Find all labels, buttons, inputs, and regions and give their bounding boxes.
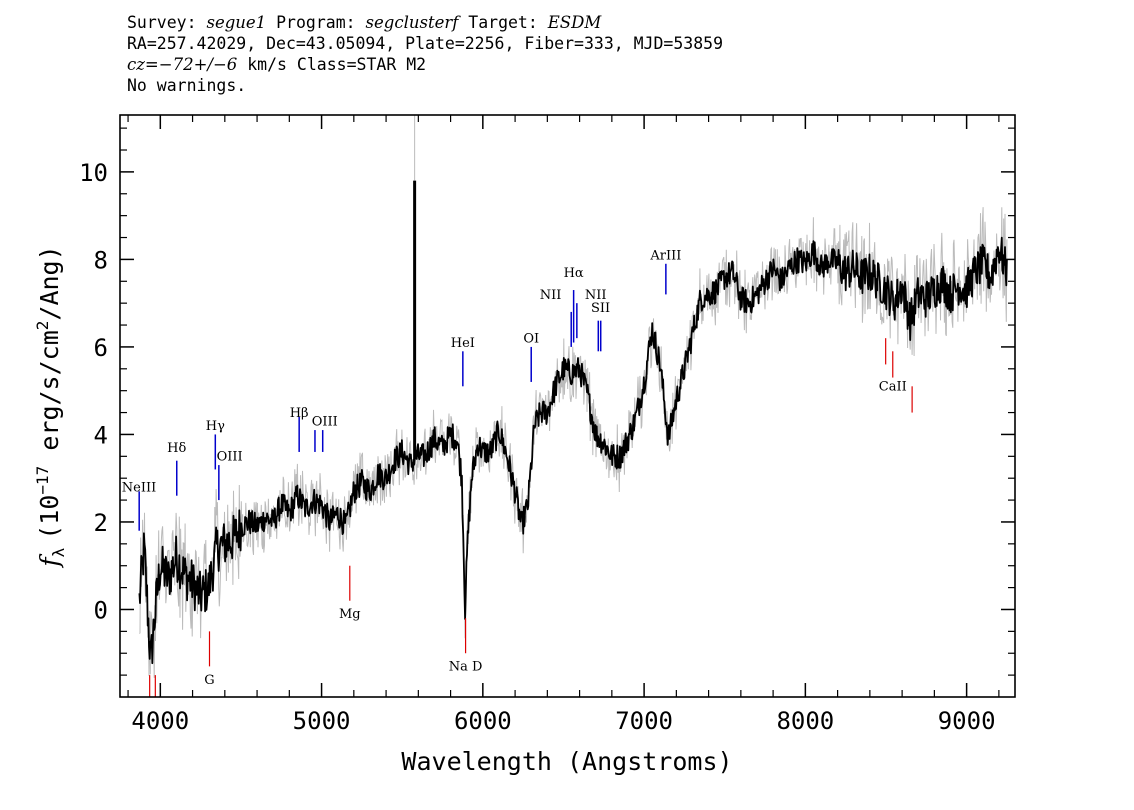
y-axis-title-part-c: /Ang): [35, 245, 64, 320]
absorption-line-label: Mg: [339, 607, 361, 622]
x-tick-label: 7000: [615, 707, 673, 735]
emission-line-label: NII: [540, 288, 562, 303]
y-tick-label: 2: [94, 509, 108, 537]
emission-line-label: HeI: [451, 336, 475, 351]
x-tick-label: 5000: [293, 707, 351, 735]
x-tick-label: 4000: [131, 707, 189, 735]
emission-line-label: OIII: [312, 415, 338, 430]
y-axis-title-part-a: (10: [35, 495, 64, 540]
y-tick-label: 0: [94, 596, 108, 624]
absorption-line-label: G: [204, 673, 214, 688]
x-tick-label: 8000: [776, 707, 834, 735]
emission-line-label: NeIII: [122, 480, 156, 495]
emission-line-label: OIII: [217, 450, 243, 465]
emission-line-label: Hα: [564, 266, 584, 281]
target-label: Target:: [468, 13, 538, 32]
axis-ticks: 4000 5000 6000 7000 8000 9000 0 2 4 6 8 10: [79, 115, 1015, 735]
absorption-line-label: Na D: [449, 660, 483, 675]
error-band: [139, 115, 1008, 678]
emission-line-label: Hδ: [167, 441, 186, 456]
cz-value: cz=−72+/−6: [127, 55, 238, 74]
y-axis-title: fλ (10−17 erg/s/cm2/Ang): [33, 245, 68, 568]
header-line-survey: Survey: segue1 Program: segclusterf Targ…: [127, 12, 723, 33]
y-axis-title-exponent-2: 2: [33, 321, 52, 331]
x-axis-title: Wavelength (Angstroms): [401, 747, 732, 776]
y-tick-label: 4: [94, 421, 108, 449]
program-label: Program:: [276, 13, 356, 32]
x-tick-label: 9000: [938, 707, 996, 735]
emission-line-label: Hβ: [290, 406, 309, 421]
x-tick-label: 6000: [454, 707, 512, 735]
target-value: ESDM: [547, 13, 602, 32]
emission-line-label: SII: [591, 301, 610, 316]
program-value: segclusterf: [365, 13, 459, 32]
emission-line-label: Hγ: [206, 419, 225, 434]
y-tick-label: 6: [94, 334, 108, 362]
plot-frame: [119, 114, 1016, 698]
class-value: Class=STAR M2: [296, 55, 427, 74]
absorption-line-label: CaII: [879, 380, 907, 395]
y-axis-title-subscript: λ: [49, 547, 68, 557]
spectrum-header: Survey: segue1 Program: segclusterf Targ…: [127, 12, 723, 96]
emission-line-label: OI: [523, 332, 539, 347]
survey-label: Survey:: [127, 13, 197, 32]
y-axis-title-f: f: [35, 554, 64, 569]
header-line-coordinates: RA=257.42029, Dec=43.05094, Plate=2256, …: [127, 34, 724, 53]
header-line-redshift: cz=−72+/−6 km/s Class=STAR M2: [127, 54, 723, 75]
y-axis-title-part-b: erg/s/cm: [35, 330, 64, 465]
flux-line: [138, 236, 1008, 665]
cz-unit: km/s: [247, 55, 287, 74]
emission-line-label: ArIII: [649, 248, 681, 263]
y-tick-label: 10: [79, 159, 108, 187]
header-line-warnings: No warnings.: [127, 76, 247, 95]
survey-value: segue1: [206, 13, 267, 32]
y-tick-label: 8: [94, 246, 108, 274]
emission-line-label: NII: [585, 288, 607, 303]
y-axis-title-exponent-1: −17: [33, 466, 52, 495]
flux-series: [138, 180, 1008, 665]
